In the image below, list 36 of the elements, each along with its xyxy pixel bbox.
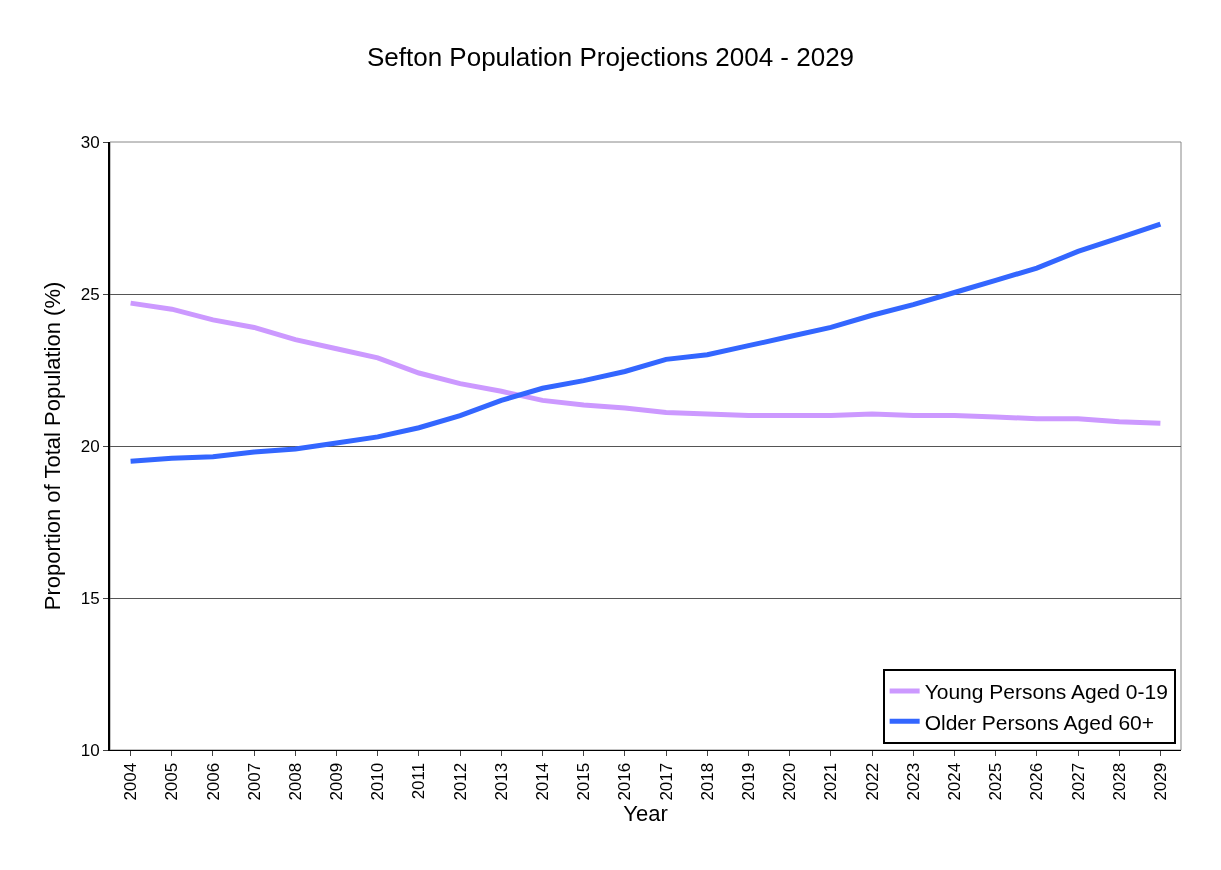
y-tick-label: 20 — [80, 436, 100, 456]
x-tick-label: 2016 — [615, 762, 635, 801]
x-tick-label: 2029 — [1150, 762, 1170, 801]
x-tick-label: 2019 — [739, 762, 759, 801]
y-tick-label: 25 — [80, 284, 100, 304]
x-tick-label: 2022 — [862, 762, 882, 801]
y-axis-title: Proportion of Total Population (%) — [39, 281, 65, 611]
y-tick-label: 30 — [80, 132, 100, 152]
x-tick-label: 2024 — [944, 762, 964, 801]
x-tick-label: 2007 — [244, 762, 264, 801]
x-tick-label: 2025 — [986, 762, 1006, 801]
y-tick-label: 10 — [80, 740, 100, 760]
x-tick-label: 2004 — [121, 762, 141, 801]
x-tick-label: 2018 — [697, 762, 717, 801]
x-tick-label: 2027 — [1068, 762, 1088, 801]
x-tick-label: 2021 — [821, 762, 841, 801]
x-axis-title: Year — [623, 800, 668, 826]
x-tick-label: 2014 — [533, 762, 553, 801]
x-tick-label: 2026 — [1027, 762, 1047, 801]
y-tick-label: 15 — [80, 588, 100, 608]
x-tick-label: 2017 — [656, 762, 676, 801]
x-tick-label: 2020 — [780, 762, 800, 801]
x-tick-label: 2023 — [903, 762, 923, 801]
x-tick-label: 2015 — [574, 762, 594, 801]
x-tick-label: 2028 — [1109, 762, 1129, 801]
x-tick-label: 2006 — [203, 762, 223, 801]
x-tick-label: 2009 — [327, 762, 347, 801]
legend-label: Young Persons Aged 0-19 — [924, 680, 1168, 704]
x-tick-label: 2011 — [409, 762, 429, 800]
x-tick-label: 2012 — [450, 762, 470, 801]
legend-label: Older Persons Aged 60+ — [924, 710, 1155, 734]
x-tick-label: 2013 — [491, 762, 511, 801]
x-tick-label: 2005 — [162, 762, 182, 801]
x-tick-label: 2010 — [368, 762, 388, 801]
x-tick-label: 2008 — [285, 762, 305, 801]
chart-title: Sefton Population Projections 2004 - 2029 — [366, 42, 855, 73]
